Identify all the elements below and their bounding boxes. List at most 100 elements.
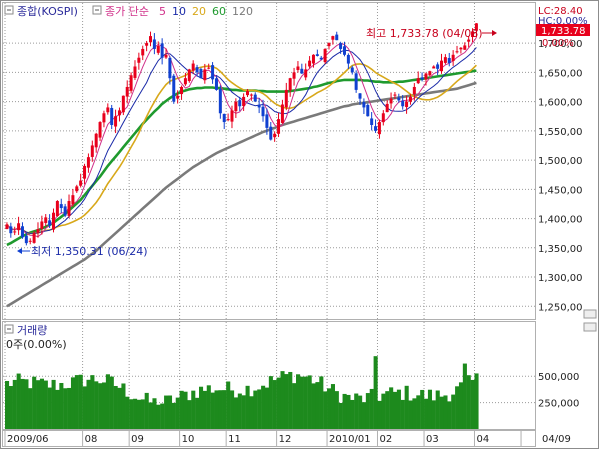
volume-bar bbox=[377, 400, 382, 429]
volume-bar bbox=[319, 376, 324, 429]
ma-legend-5[interactable]: 5 bbox=[159, 5, 166, 18]
volume-bar bbox=[307, 375, 312, 429]
candle-down bbox=[374, 126, 378, 131]
volume-bar bbox=[222, 390, 227, 429]
volume-tick-label: 500,000 bbox=[538, 372, 579, 383]
volume-bar bbox=[431, 400, 436, 429]
volume-bar bbox=[113, 385, 118, 429]
volume-bar bbox=[241, 395, 246, 429]
candle-down bbox=[211, 65, 215, 80]
volume-bar bbox=[462, 363, 467, 429]
price-scale-button[interactable] bbox=[583, 309, 597, 319]
volume-bar bbox=[206, 385, 211, 429]
time-axis-labels: 2009/06 08 09 10 11 12 2010/01 02 03 04 04/09 bbox=[4, 431, 571, 446]
volume-readout: 0주(0.00%) bbox=[6, 338, 67, 351]
low-annotation: 최저 1,350.31 (06/24) bbox=[17, 245, 148, 258]
candle-down bbox=[300, 68, 304, 74]
volume-bar bbox=[136, 399, 141, 429]
candle-up bbox=[246, 91, 249, 96]
volume-bar bbox=[470, 379, 475, 429]
volume-bar bbox=[187, 400, 192, 429]
volume-bar bbox=[36, 380, 41, 429]
candle-up bbox=[443, 57, 447, 63]
candle-down bbox=[214, 78, 218, 90]
price-axis-labels: 1,250,00 1,300,00 1,350,00 1,400,00 1,450,00… bbox=[538, 39, 583, 313]
candle-up bbox=[284, 89, 288, 108]
volume-title[interactable]: 거래량 bbox=[17, 324, 47, 337]
ma-10-line bbox=[6, 47, 477, 234]
candle-up bbox=[323, 48, 327, 63]
candle-up bbox=[32, 233, 36, 243]
volume-bar bbox=[39, 378, 44, 429]
volume-bar bbox=[47, 387, 52, 429]
volume-bar bbox=[102, 382, 107, 429]
candle-down bbox=[20, 226, 24, 238]
candle-up bbox=[102, 113, 106, 123]
candle-up bbox=[471, 31, 475, 37]
volume-bar bbox=[296, 374, 301, 429]
candle-down bbox=[9, 226, 13, 234]
volume-bar bbox=[148, 402, 153, 429]
volume-tick-label: 250,000 bbox=[538, 399, 579, 410]
volume-bar bbox=[125, 396, 130, 429]
time-axis-bar bbox=[2, 430, 536, 447]
volume-bar bbox=[144, 392, 149, 429]
volume-bar bbox=[230, 390, 235, 429]
header-legend: 종합(KOSPI) 종가 단순 5 10 20 60 120 bbox=[4, 5, 253, 18]
volume-bar bbox=[261, 385, 266, 429]
time-tick-label: 09 bbox=[131, 434, 144, 445]
volume-bar bbox=[420, 389, 425, 429]
candle-up bbox=[79, 180, 83, 186]
volume-bar bbox=[439, 396, 444, 429]
candle-up bbox=[416, 78, 420, 84]
volume-bar bbox=[358, 395, 363, 429]
candle-up bbox=[129, 75, 133, 91]
volume-bar bbox=[8, 386, 13, 429]
volume-bar bbox=[214, 390, 219, 429]
candle-down bbox=[339, 43, 343, 49]
candle-up bbox=[474, 23, 478, 31]
volume-bar bbox=[78, 374, 83, 429]
time-tick-label: 12 bbox=[279, 434, 292, 445]
candle-down bbox=[160, 43, 164, 58]
candle-up bbox=[405, 101, 409, 108]
volume-bar bbox=[249, 396, 254, 429]
volume-bar bbox=[427, 389, 432, 429]
volume-bar bbox=[12, 379, 17, 429]
volume-bar bbox=[342, 393, 347, 429]
candle-down bbox=[253, 94, 257, 102]
volume-bar bbox=[24, 379, 29, 429]
volume-bar bbox=[373, 356, 378, 429]
time-tick-label: 04/09 bbox=[542, 434, 571, 445]
volume-bar bbox=[276, 377, 281, 429]
current-price-value: 1,733.78 bbox=[541, 26, 586, 37]
low-label: 최저 1,350.31 (06/24) bbox=[31, 245, 148, 258]
candle-down bbox=[172, 75, 176, 102]
candle-up bbox=[432, 66, 436, 69]
ma-legend-label[interactable]: 종가 단순 bbox=[105, 5, 149, 18]
volume-bar bbox=[292, 383, 297, 429]
volume-scale-button[interactable] bbox=[583, 322, 597, 332]
candle-down bbox=[315, 54, 319, 56]
volume-bar bbox=[385, 391, 390, 429]
ma-legend-120[interactable]: 120 bbox=[232, 5, 253, 18]
ma-legend-10[interactable]: 10 bbox=[172, 5, 186, 18]
ma-legend-20[interactable]: 20 bbox=[192, 5, 206, 18]
candle-up bbox=[36, 229, 40, 233]
volume-bar bbox=[32, 376, 37, 429]
candle-up bbox=[381, 113, 385, 123]
ma-legend-60[interactable]: 60 bbox=[212, 5, 226, 18]
candle-up bbox=[467, 39, 471, 42]
candle-up bbox=[187, 69, 191, 82]
candle-up bbox=[292, 72, 296, 79]
candle-up bbox=[288, 78, 292, 91]
candle-up bbox=[40, 221, 44, 229]
volume-bar bbox=[435, 390, 440, 429]
volume-bar bbox=[400, 399, 405, 429]
volume-bar bbox=[350, 399, 355, 429]
time-tick-label: 02 bbox=[379, 434, 392, 445]
chart-title[interactable]: 종합(KOSPI) bbox=[17, 5, 78, 18]
volume-axis-labels: 250,000 500,000 bbox=[538, 372, 579, 409]
volume-bar bbox=[451, 394, 456, 429]
